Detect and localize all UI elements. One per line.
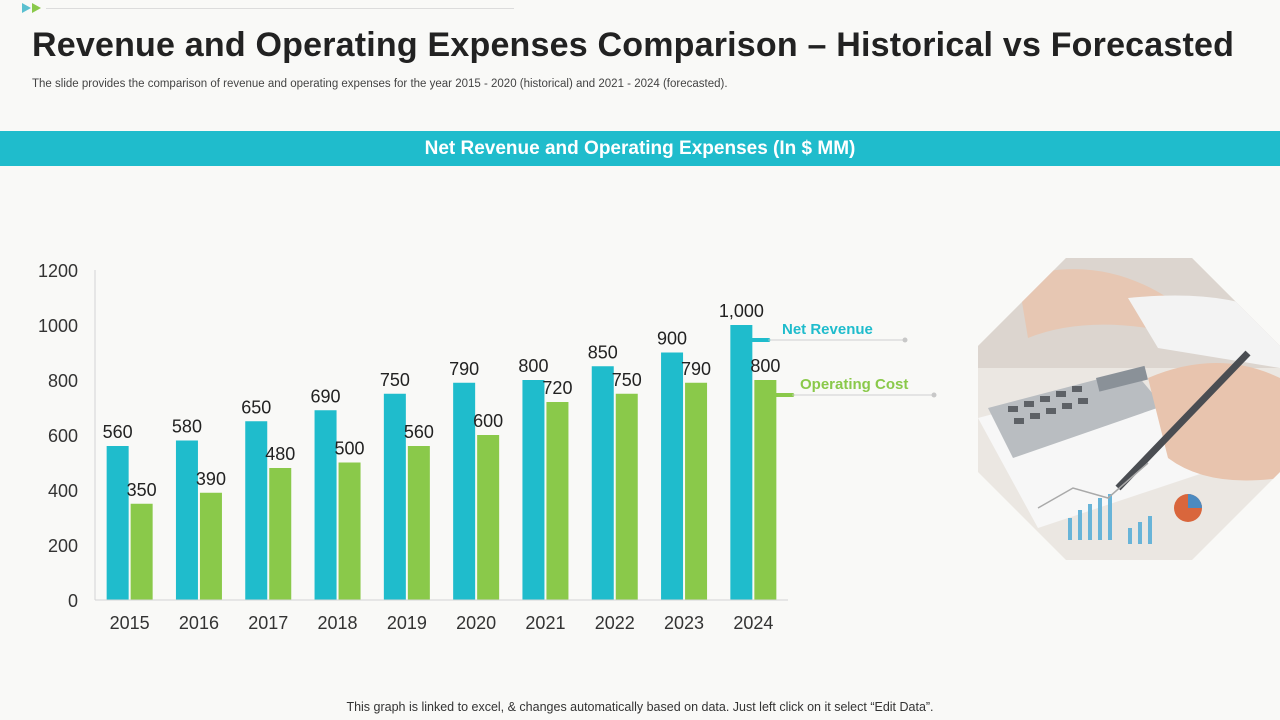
cost-bar-2017 <box>269 468 292 600</box>
legend-label-revenue: Net Revenue <box>782 321 873 338</box>
y-tick-label: 200 <box>48 536 78 556</box>
y-tick-label: 800 <box>48 371 78 391</box>
revenue-bar-2018 <box>314 410 337 600</box>
legend-dot-revenue <box>902 337 908 343</box>
footer-note: This graph is linked to excel, & changes… <box>346 700 934 714</box>
legend-label-cost: Operating Cost <box>800 376 908 393</box>
bars: 5603505803906504806905007505607906008007… <box>103 301 780 600</box>
x-tick-label: 2015 <box>110 613 150 633</box>
revenue-bar-2016 <box>175 440 198 600</box>
x-tick-label: 2021 <box>525 613 565 633</box>
x-tick-label: 2022 <box>595 613 635 633</box>
legend-dot-cost <box>931 392 937 398</box>
revenue-value-label: 1,000 <box>719 301 764 321</box>
cost-value-label: 720 <box>542 378 572 398</box>
x-tick-label: 2024 <box>733 613 773 633</box>
x-axis: 2015 2016 2017 2018 2019 2020 2021 2022 2023 2024 <box>95 599 788 633</box>
revenue-value-label: 850 <box>588 342 618 362</box>
cost-value-label: 600 <box>473 411 503 431</box>
calculator-photo <box>978 258 1280 560</box>
revenue-bar-2020 <box>453 382 476 600</box>
cost-bar-2018 <box>338 462 361 600</box>
cost-bar-2023 <box>685 382 708 600</box>
y-axis: 0 200 400 600 800 1000 1200 <box>38 261 96 611</box>
x-tick-label: 2017 <box>248 613 288 633</box>
revenue-value-label: 650 <box>241 397 271 417</box>
cost-value-label: 350 <box>127 480 157 500</box>
y-tick-label: 1000 <box>38 316 78 336</box>
revenue-value-label: 900 <box>657 329 687 349</box>
x-tick-label: 2020 <box>456 613 496 633</box>
cost-bar-2019 <box>407 446 430 600</box>
cost-bar-2015 <box>130 503 153 600</box>
revenue-bar-2024 <box>730 325 753 600</box>
revenue-value-label: 750 <box>380 370 410 390</box>
revenue-bar-2017 <box>245 421 268 600</box>
y-tick-label: 1200 <box>38 261 78 281</box>
x-tick-label: 2018 <box>318 613 358 633</box>
cost-bar-2024 <box>754 380 777 600</box>
y-tick-label: 0 <box>68 591 78 611</box>
revenue-bar-2023 <box>661 352 684 600</box>
revenue-bar-2022 <box>591 366 614 600</box>
cost-value-label: 390 <box>196 469 226 489</box>
cost-bar-2020 <box>477 435 500 600</box>
cost-value-label: 750 <box>612 370 642 390</box>
revenue-value-label: 800 <box>518 356 548 376</box>
cost-bar-2022 <box>615 393 638 600</box>
revenue-value-label: 790 <box>449 359 479 379</box>
top-arrows-decoration <box>22 3 41 13</box>
cost-value-label: 790 <box>681 359 711 379</box>
top-divider <box>46 8 514 9</box>
y-tick-label: 600 <box>48 426 78 446</box>
page-title: Revenue and Operating Expenses Compariso… <box>32 26 1235 64</box>
x-tick-label: 2023 <box>664 613 704 633</box>
cost-value-label: 560 <box>404 422 434 442</box>
cost-bar-2021 <box>546 402 569 600</box>
cost-value-label: 500 <box>335 439 365 459</box>
revenue-bar-2019 <box>383 393 406 600</box>
x-tick-label: 2019 <box>387 613 427 633</box>
chart-title-banner: Net Revenue and Operating Expenses (In $… <box>0 131 1280 166</box>
revenue-bar-2021 <box>522 380 545 600</box>
cost-value-label: 800 <box>750 356 780 376</box>
bar-chart[interactable]: 0 200 400 600 800 1000 1200 560 350 580 390 650 480… <box>0 0 960 660</box>
legend: Net Revenue Operating Cost <box>750 321 937 398</box>
page-subtitle: The slide provides the comparison of rev… <box>32 78 728 90</box>
revenue-value-label: 580 <box>172 417 202 437</box>
x-tick-label: 2016 <box>179 613 219 633</box>
cost-bar-2016 <box>199 492 222 600</box>
revenue-value-label: 560 <box>103 422 133 442</box>
chart-title: Net Revenue and Operating Expenses (In $… <box>424 137 856 159</box>
y-tick-label: 400 <box>48 481 78 501</box>
cost-value-label: 480 <box>265 444 295 464</box>
revenue-value-label: 690 <box>311 386 341 406</box>
revenue-bar-2015 <box>106 446 129 600</box>
